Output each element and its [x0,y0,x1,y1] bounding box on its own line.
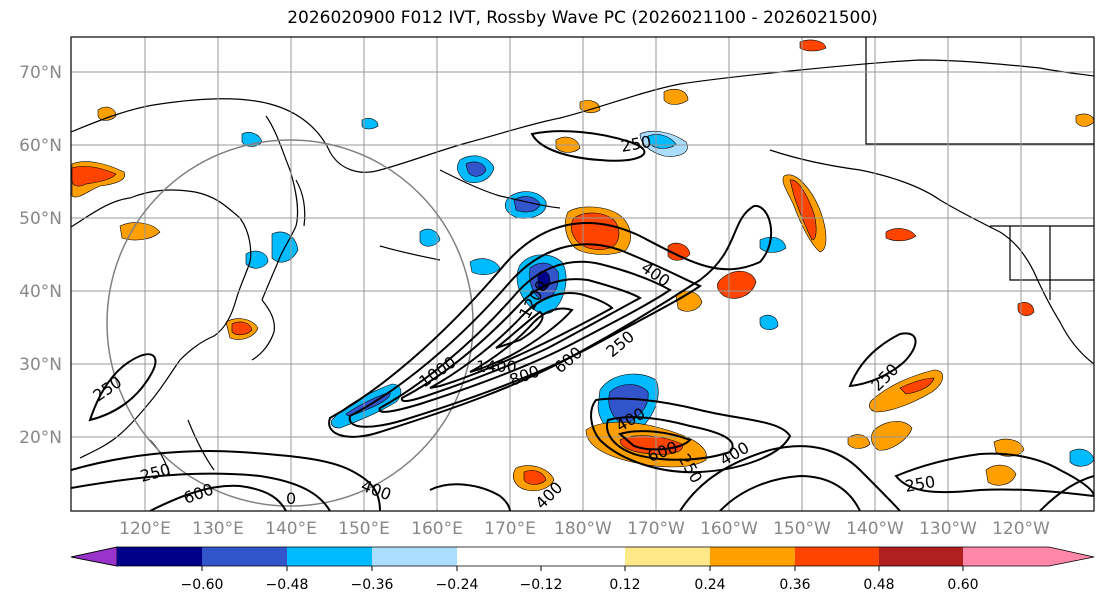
colorbar-tick-label: −0.36 [351,577,394,593]
lat-label: 20°N [19,428,62,448]
lon-label: 140°E [265,519,317,539]
lon-label: 120°W [992,519,1050,539]
colorbar-tick-label: −0.24 [436,577,479,593]
colorbar-tick-label: 0.36 [779,577,810,593]
lat-label: 50°N [19,209,62,229]
contour-label: 1400 [476,357,517,376]
lon-label: 170°E [484,519,536,539]
map-border [70,36,1095,512]
lon-label: 150°W [773,519,831,539]
latitude-labels: 70°N 60°N 50°N 40°N 30°N 20°N [19,63,62,448]
colorbar-segment [795,547,879,566]
lon-label: 130°E [192,519,244,539]
colorbar: −0.60 −0.48 −0.36 −0.24 −0.12 0.12 0.24 … [70,546,1095,593]
lon-label: 160°W [700,519,758,539]
colorbar-right-extend [963,547,1094,566]
colorbar-tick-label: −0.60 [181,577,224,593]
colorbar-segment [287,547,372,566]
colorbar-tick-label: 0.24 [694,577,725,593]
lat-label: 30°N [19,355,62,375]
colorbar-tick-label: −0.12 [520,577,563,593]
lat-label: 40°N [19,282,62,302]
plot-title: 2026020900 F012 IVT, Rossby Wave PC (202… [287,8,878,28]
colorbar-tick-label: 0.12 [609,577,640,593]
colorbar-segment [117,547,202,566]
colorbar-segment [372,547,457,566]
lat-label: 70°N [19,63,62,83]
lat-label: 60°N [19,136,62,156]
lon-label: 150°E [338,519,390,539]
longitude-labels: 120°E 130°E 140°E 150°E 160°E 170°E 180°… [119,519,1050,539]
contour-label: 0 [286,489,296,508]
lon-label: 130°W [919,519,977,539]
colorbar-segment [710,547,795,566]
colorbar-tick-label: 0.48 [863,577,894,593]
colorbar-segment [457,547,625,566]
lon-label: 170°W [627,519,685,539]
colorbar-tick-label: 0.60 [947,577,978,593]
colorbar-segment [879,547,963,566]
colorbar-segment [202,547,287,566]
lon-label: 140°W [846,519,904,539]
ivt-contours [71,130,1094,511]
lon-label: 180°W [554,519,612,539]
colorbar-ticks [201,566,964,571]
colorbar-tick-label: −0.48 [266,577,309,593]
lon-label: 160°E [411,519,463,539]
colorbar-outline [70,546,1095,567]
colorbar-left-extend [70,546,118,567]
colorbar-segment [625,547,710,566]
lon-label: 120°E [119,519,171,539]
